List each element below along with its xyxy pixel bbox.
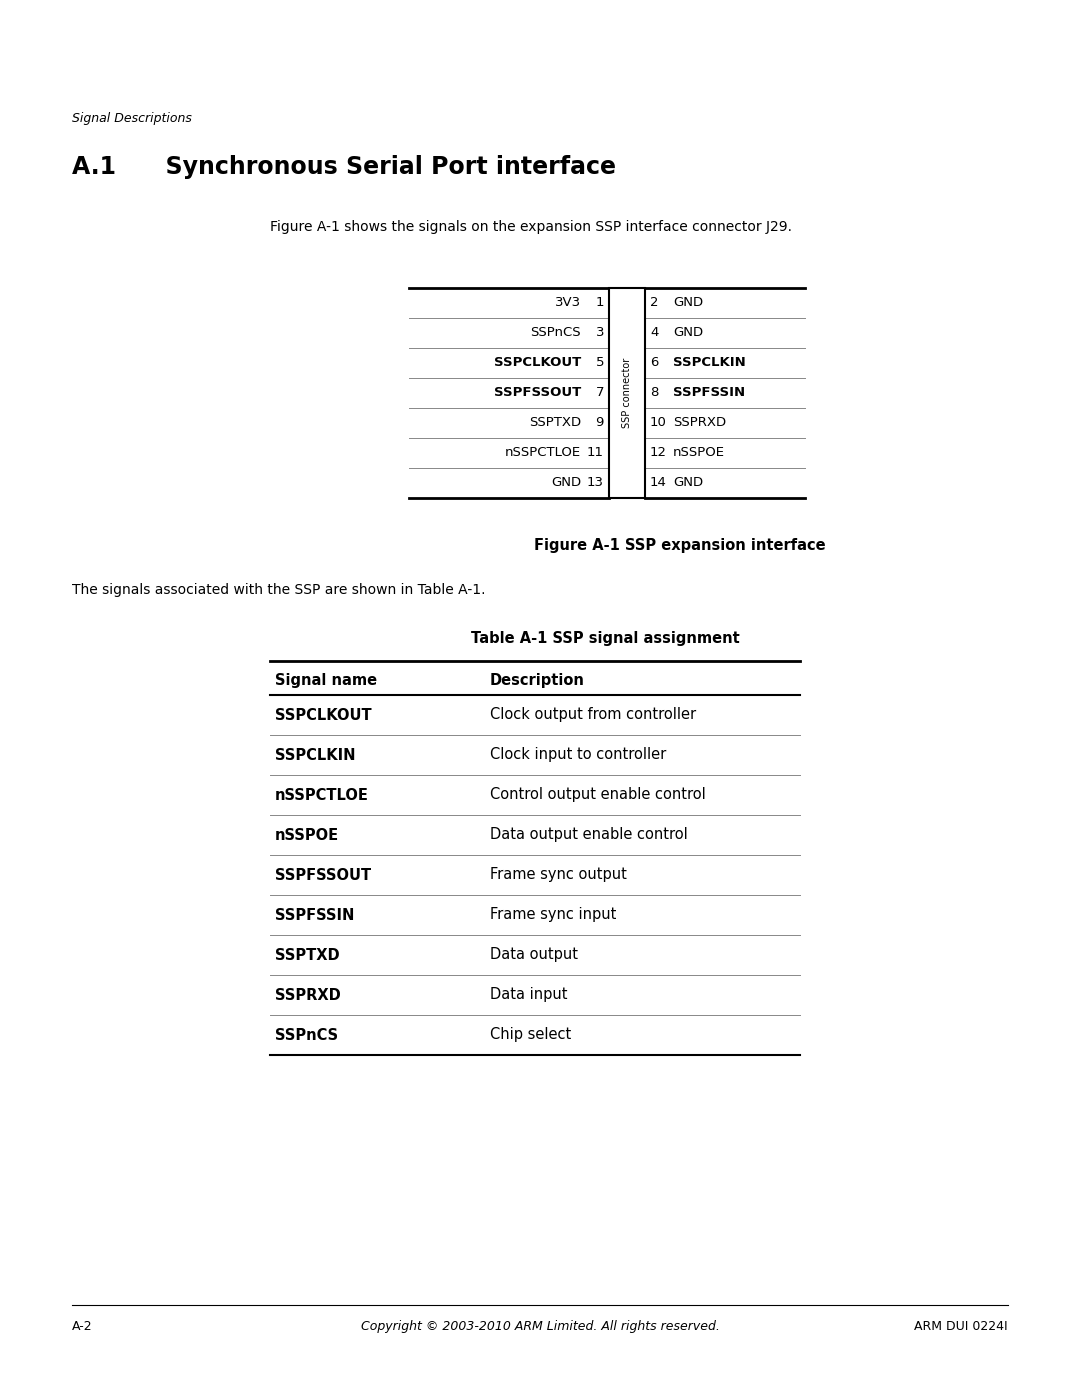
Text: Description: Description xyxy=(490,673,585,687)
Text: SSPRXD: SSPRXD xyxy=(275,988,341,1003)
Text: nSSPCTLOE: nSSPCTLOE xyxy=(275,788,369,802)
Text: SSPTXD: SSPTXD xyxy=(275,947,339,963)
Text: Chip select: Chip select xyxy=(490,1028,571,1042)
Text: SSPCLKIN: SSPCLKIN xyxy=(673,356,746,369)
Text: nSSPOE: nSSPOE xyxy=(275,827,339,842)
Text: nSSPOE: nSSPOE xyxy=(673,447,725,460)
Text: Clock output from controller: Clock output from controller xyxy=(490,707,697,722)
Text: Signal Descriptions: Signal Descriptions xyxy=(72,112,192,124)
Text: 1: 1 xyxy=(595,296,604,310)
Text: SSPFSSOUT: SSPFSSOUT xyxy=(494,387,581,400)
Text: nSSPCTLOE: nSSPCTLOE xyxy=(504,447,581,460)
Text: SSPFSSOUT: SSPFSSOUT xyxy=(275,868,372,883)
Text: GND: GND xyxy=(551,476,581,489)
Text: SSPCLKOUT: SSPCLKOUT xyxy=(275,707,372,722)
Text: 11: 11 xyxy=(588,447,604,460)
Text: 14: 14 xyxy=(650,476,666,489)
Text: Clock input to controller: Clock input to controller xyxy=(490,747,666,763)
Text: Table A-1 SSP signal assignment: Table A-1 SSP signal assignment xyxy=(471,631,740,645)
Text: Data input: Data input xyxy=(490,988,567,1003)
Text: 3: 3 xyxy=(595,327,604,339)
Text: Copyright © 2003-2010 ARM Limited. All rights reserved.: Copyright © 2003-2010 ARM Limited. All r… xyxy=(361,1320,719,1333)
Text: SSPCLKIN: SSPCLKIN xyxy=(275,747,355,763)
Text: 8: 8 xyxy=(650,387,659,400)
Text: GND: GND xyxy=(673,296,703,310)
Text: The signals associated with the SSP are shown in Table A-1.: The signals associated with the SSP are … xyxy=(72,583,486,597)
Text: 7: 7 xyxy=(595,387,604,400)
Text: SSPRXD: SSPRXD xyxy=(673,416,726,429)
Text: SSPFSSIN: SSPFSSIN xyxy=(673,387,745,400)
Text: SSPnCS: SSPnCS xyxy=(530,327,581,339)
Text: A-2: A-2 xyxy=(72,1320,93,1333)
Text: Frame sync output: Frame sync output xyxy=(490,868,626,883)
Text: SSP connector: SSP connector xyxy=(622,358,632,427)
Text: 2: 2 xyxy=(650,296,659,310)
Text: Control output enable control: Control output enable control xyxy=(490,788,705,802)
Text: Figure A-1 shows the signals on the expansion SSP interface connector J29.: Figure A-1 shows the signals on the expa… xyxy=(270,219,792,235)
Text: 13: 13 xyxy=(588,476,604,489)
Text: GND: GND xyxy=(673,476,703,489)
Text: 10: 10 xyxy=(650,416,666,429)
Text: Figure A-1 SSP expansion interface: Figure A-1 SSP expansion interface xyxy=(535,538,826,553)
Bar xyxy=(609,288,645,497)
Text: Signal name: Signal name xyxy=(275,673,377,687)
Text: SSPFSSIN: SSPFSSIN xyxy=(275,908,354,922)
Text: Data output enable control: Data output enable control xyxy=(490,827,688,842)
Text: ARM DUI 0224I: ARM DUI 0224I xyxy=(915,1320,1008,1333)
Text: 12: 12 xyxy=(650,447,667,460)
Text: SSPnCS: SSPnCS xyxy=(275,1028,338,1042)
Text: SSPCLKOUT: SSPCLKOUT xyxy=(494,356,581,369)
Text: Frame sync input: Frame sync input xyxy=(490,908,617,922)
Text: 9: 9 xyxy=(596,416,604,429)
Text: SSPTXD: SSPTXD xyxy=(529,416,581,429)
Text: 3V3: 3V3 xyxy=(555,296,581,310)
Text: 4: 4 xyxy=(650,327,659,339)
Text: 5: 5 xyxy=(595,356,604,369)
Text: 6: 6 xyxy=(650,356,659,369)
Text: GND: GND xyxy=(673,327,703,339)
Text: Data output: Data output xyxy=(490,947,578,963)
Text: A.1      Synchronous Serial Port interface: A.1 Synchronous Serial Port interface xyxy=(72,155,616,179)
